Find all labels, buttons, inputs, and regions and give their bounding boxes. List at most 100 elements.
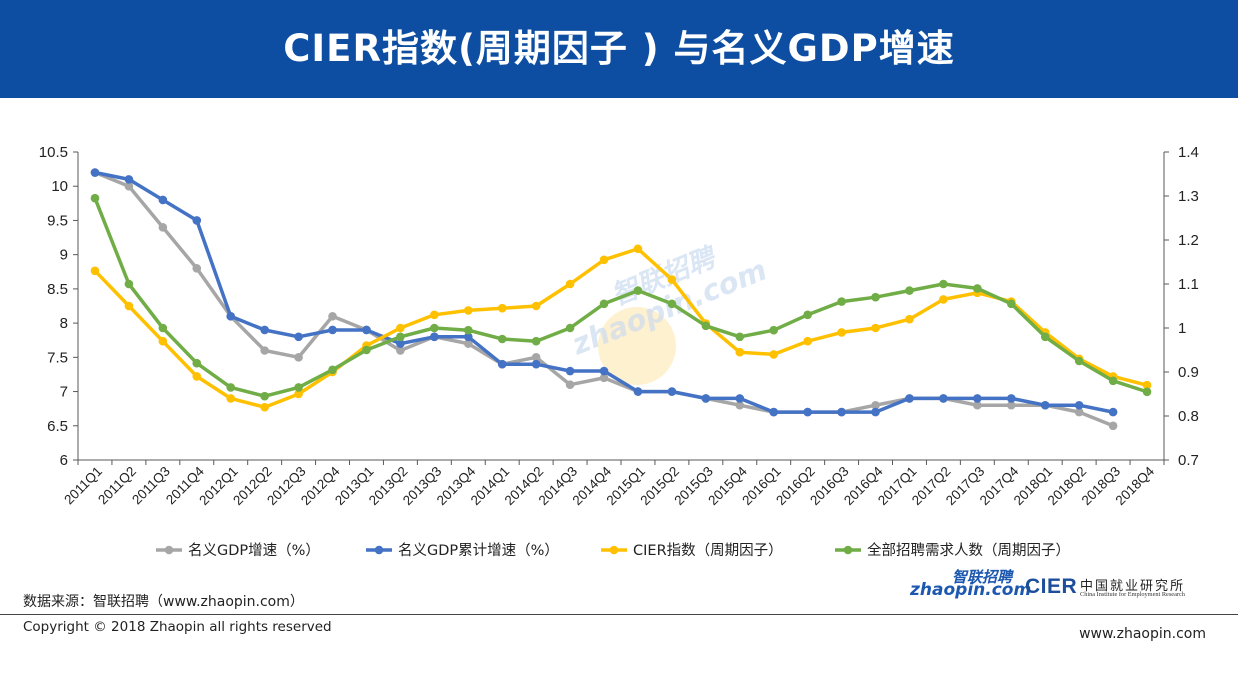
data-point-series-4 bbox=[565, 323, 575, 333]
data-point-series-3 bbox=[90, 266, 100, 276]
legend-marker-4 bbox=[843, 545, 853, 555]
left-tick-label: 7.5 bbox=[47, 349, 68, 366]
left-tick-label: 10 bbox=[51, 178, 68, 195]
data-point-series-3 bbox=[871, 323, 880, 333]
data-point-series-4 bbox=[871, 292, 880, 302]
data-point-series-4 bbox=[226, 383, 236, 392]
data-source: 数据来源：智联招聘（www.zhaopin.com） bbox=[23, 594, 304, 610]
data-point-series-2 bbox=[667, 387, 677, 396]
right-tick-label: 0.8 bbox=[1178, 408, 1199, 425]
data-point-series-1 bbox=[531, 353, 541, 362]
data-point-series-2 bbox=[226, 311, 236, 321]
data-point-series-2 bbox=[1108, 407, 1118, 417]
data-point-series-3 bbox=[192, 372, 202, 381]
data-point-series-4 bbox=[497, 334, 507, 344]
data-point-series-4 bbox=[633, 286, 643, 295]
copyright: Copyright © 2018 Zhaopin all rights rese… bbox=[23, 619, 332, 635]
left-tick-label: 7 bbox=[60, 384, 68, 401]
data-point-series-4 bbox=[973, 284, 982, 293]
left-tick-label: 8 bbox=[60, 315, 68, 332]
legend-label-3: CIER指数（周期因子） bbox=[633, 542, 783, 559]
line-chart: 6 6.5 7 7.5 8 8.5 9 9.5 10 10.5 0.7 0.8 0.9 1 1.1 1.2 1.… bbox=[39, 144, 1199, 559]
data-point-series-4 bbox=[701, 321, 711, 331]
footer-divider bbox=[0, 614, 1238, 615]
legend-label-1: 名义GDP增速（%） bbox=[188, 542, 320, 559]
data-point-series-2 bbox=[1040, 400, 1050, 410]
data-point-series-4 bbox=[1142, 387, 1152, 397]
left-tick-label: 6 bbox=[60, 452, 68, 469]
legend-label-4: 全部招聘需求人数（周期因子） bbox=[867, 541, 1070, 559]
data-point-series-2 bbox=[497, 359, 507, 369]
data-point-series-2 bbox=[973, 394, 982, 403]
data-point-series-2 bbox=[260, 325, 269, 335]
data-point-series-4 bbox=[90, 193, 100, 203]
data-point-series-2 bbox=[531, 359, 541, 369]
data-point-series-2 bbox=[396, 339, 405, 348]
data-point-series-3 bbox=[226, 394, 236, 403]
series-line-3 bbox=[93, 247, 1148, 409]
watermark-circle bbox=[598, 307, 676, 385]
data-point-series-2 bbox=[735, 394, 745, 403]
data-point-series-1 bbox=[599, 373, 609, 383]
data-point-series-1 bbox=[396, 346, 405, 355]
data-point-series-4 bbox=[803, 310, 812, 320]
website-link[interactable]: www.zhaopin.com bbox=[1079, 626, 1206, 642]
data-point-series-3 bbox=[430, 310, 439, 320]
cier-logo-cn: 中国就业研究所 bbox=[1080, 579, 1186, 594]
right-tick-label: 1.3 bbox=[1178, 188, 1199, 205]
data-point-series-4 bbox=[1040, 332, 1050, 342]
right-tick-label: 0.7 bbox=[1178, 452, 1199, 469]
data-point-series-2 bbox=[837, 407, 846, 417]
data-point-series-2 bbox=[362, 325, 371, 335]
data-point-series-4 bbox=[531, 336, 541, 346]
data-point-series-4 bbox=[158, 323, 168, 333]
data-point-series-3 bbox=[124, 301, 134, 311]
data-point-series-3 bbox=[939, 295, 948, 304]
data-point-series-4 bbox=[192, 358, 202, 368]
left-tick-label: 10.5 bbox=[39, 144, 68, 161]
data-point-series-3 bbox=[837, 328, 846, 337]
zhaopin-logo-en: zhaopin.com bbox=[910, 580, 1032, 600]
data-point-series-2 bbox=[803, 407, 812, 417]
data-point-series-3 bbox=[735, 347, 745, 357]
data-point-series-4 bbox=[735, 332, 745, 342]
page-title: CIER指数(周期因子 ) 与名义GDP增速 bbox=[283, 27, 955, 70]
series-line-4 bbox=[93, 197, 1148, 398]
data-point-series-3 bbox=[565, 279, 575, 289]
data-point-series-2 bbox=[871, 407, 880, 417]
data-point-series-4 bbox=[294, 383, 303, 392]
data-point-series-2 bbox=[430, 332, 439, 342]
data-point-series-4 bbox=[939, 279, 948, 289]
right-tick-label: 1.4 bbox=[1178, 144, 1199, 161]
legend-marker-3 bbox=[609, 545, 619, 555]
data-point-series-2 bbox=[328, 325, 337, 335]
data-point-series-1 bbox=[871, 400, 880, 410]
data-point-series-2 bbox=[124, 175, 134, 184]
data-point-series-1 bbox=[124, 181, 134, 191]
title-banner: CIER指数(周期因子 ) 与名义GDP增速 bbox=[0, 0, 1238, 98]
data-point-series-3 bbox=[769, 350, 779, 359]
data-point-series-4 bbox=[667, 299, 677, 309]
data-point-series-3 bbox=[497, 303, 507, 313]
data-point-series-4 bbox=[1006, 299, 1016, 309]
data-point-series-2 bbox=[905, 394, 914, 403]
right-tick-label: 1.2 bbox=[1178, 232, 1199, 249]
legend-label-2: 名义GDP累计增速（%） bbox=[398, 542, 559, 559]
legend-marker-2 bbox=[374, 545, 384, 555]
left-tick-label: 8.5 bbox=[47, 281, 68, 298]
data-point-series-3 bbox=[667, 275, 677, 284]
data-point-series-1 bbox=[294, 353, 303, 362]
data-point-series-1 bbox=[735, 400, 745, 410]
data-point-series-3 bbox=[531, 301, 541, 311]
series-line-1 bbox=[94, 170, 1114, 428]
data-point-series-4 bbox=[124, 279, 134, 289]
data-point-series-1 bbox=[260, 346, 269, 355]
right-tick-label: 1 bbox=[1178, 320, 1186, 337]
data-point-series-1 bbox=[1006, 400, 1016, 410]
data-point-series-3 bbox=[396, 323, 405, 333]
cier-logo-en: China Institute for Employment Research bbox=[1080, 591, 1185, 598]
data-point-series-4 bbox=[905, 286, 914, 295]
left-tick-label: 9.5 bbox=[47, 212, 68, 229]
data-point-series-2 bbox=[939, 394, 948, 403]
data-point-series-1 bbox=[192, 264, 202, 273]
